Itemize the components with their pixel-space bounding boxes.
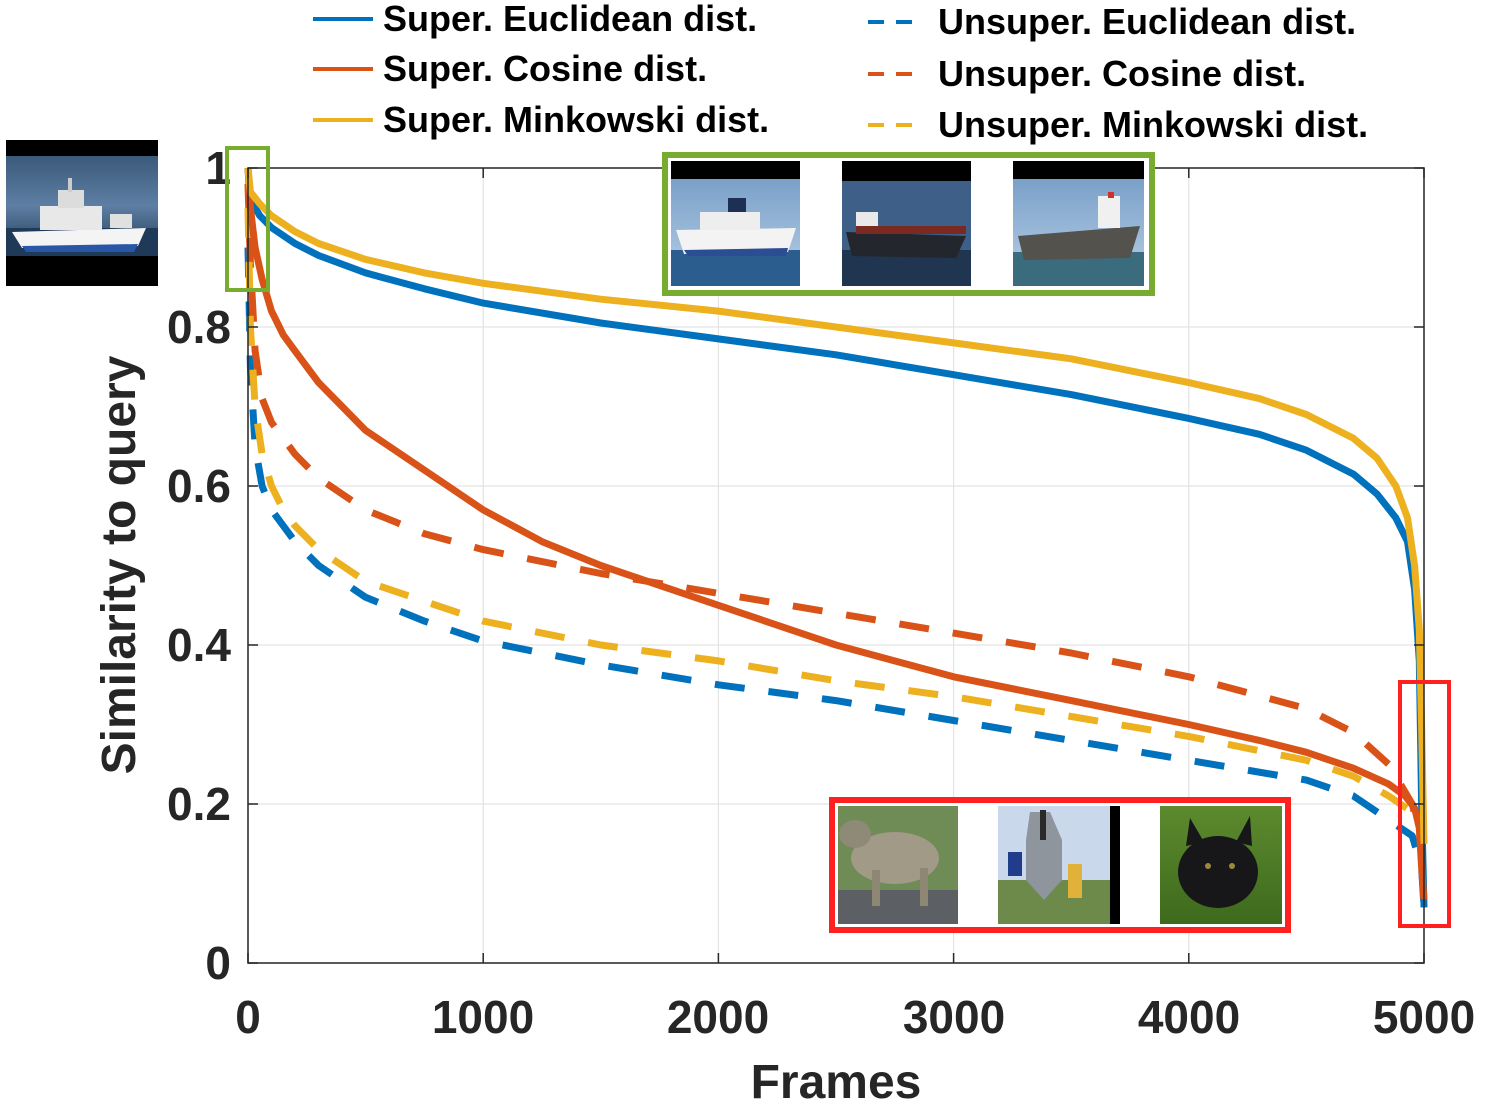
x-tick-label: 1000 (432, 991, 534, 1043)
bottom-matches-highlight (1398, 680, 1451, 928)
series-line-super-euclidean-dist (244, 167, 1428, 908)
legend-label-unsuper-cosine: Unsuper. Cosine dist. (938, 53, 1306, 94)
bottom-matches-strip (829, 797, 1291, 933)
top-match-thumb (842, 161, 971, 286)
y-axis-title: Similarity to query (93, 355, 146, 774)
series-line-super-cosine-dist (244, 167, 1428, 900)
legend-label-super-minkowski: Super. Minkowski dist. (383, 99, 769, 140)
legend-label-super-cosine: Super. Cosine dist. (383, 48, 707, 89)
top-match-thumb (1013, 161, 1144, 286)
x-tick-label: 3000 (903, 991, 1005, 1043)
series-line-unsuper-minkowski-dist (244, 207, 1428, 845)
series-layer (244, 167, 1428, 908)
x-tick-labels: 0 1000 2000 3000 4000 5000 (235, 991, 1475, 1043)
series-line-unsuper-cosine-dist (244, 183, 1428, 884)
y-tick-label: 0 (205, 937, 231, 989)
x-tick-label: 0 (235, 991, 261, 1043)
x-tick-label: 2000 (667, 991, 769, 1043)
y-tick-label: 0.2 (167, 778, 231, 830)
legend-label-unsuper-euclidean: Unsuper. Euclidean dist. (938, 1, 1356, 42)
legend: Super. Euclidean dist. Super. Cosine dis… (313, 0, 1368, 145)
series-line-super-minkowski-dist (244, 167, 1428, 844)
x-tick-label: 5000 (1373, 991, 1475, 1043)
bottom-match-thumb (998, 806, 1120, 924)
legend-label-unsuper-minkowski: Unsuper. Minkowski dist. (938, 104, 1368, 145)
top-match-thumb (671, 161, 800, 286)
bottom-match-thumb (1160, 806, 1282, 924)
top-matches-highlight (225, 146, 270, 292)
ticks (247, 167, 1425, 964)
x-tick-label: 4000 (1138, 991, 1240, 1043)
top-matches-strip (662, 152, 1155, 296)
y-tick-label: 0.6 (167, 460, 231, 512)
y-tick-label: 0.8 (167, 301, 231, 353)
bottom-match-thumb (838, 806, 958, 924)
query-image (6, 140, 158, 286)
y-tick-labels: 0 0.2 0.4 0.6 0.8 1 (167, 142, 231, 989)
x-axis-title: Frames (751, 1056, 922, 1109)
legend-label-super-euclidean: Super. Euclidean dist. (383, 0, 757, 39)
series-line-unsuper-euclidean-dist (244, 247, 1428, 908)
y-tick-label: 0.4 (167, 619, 231, 671)
